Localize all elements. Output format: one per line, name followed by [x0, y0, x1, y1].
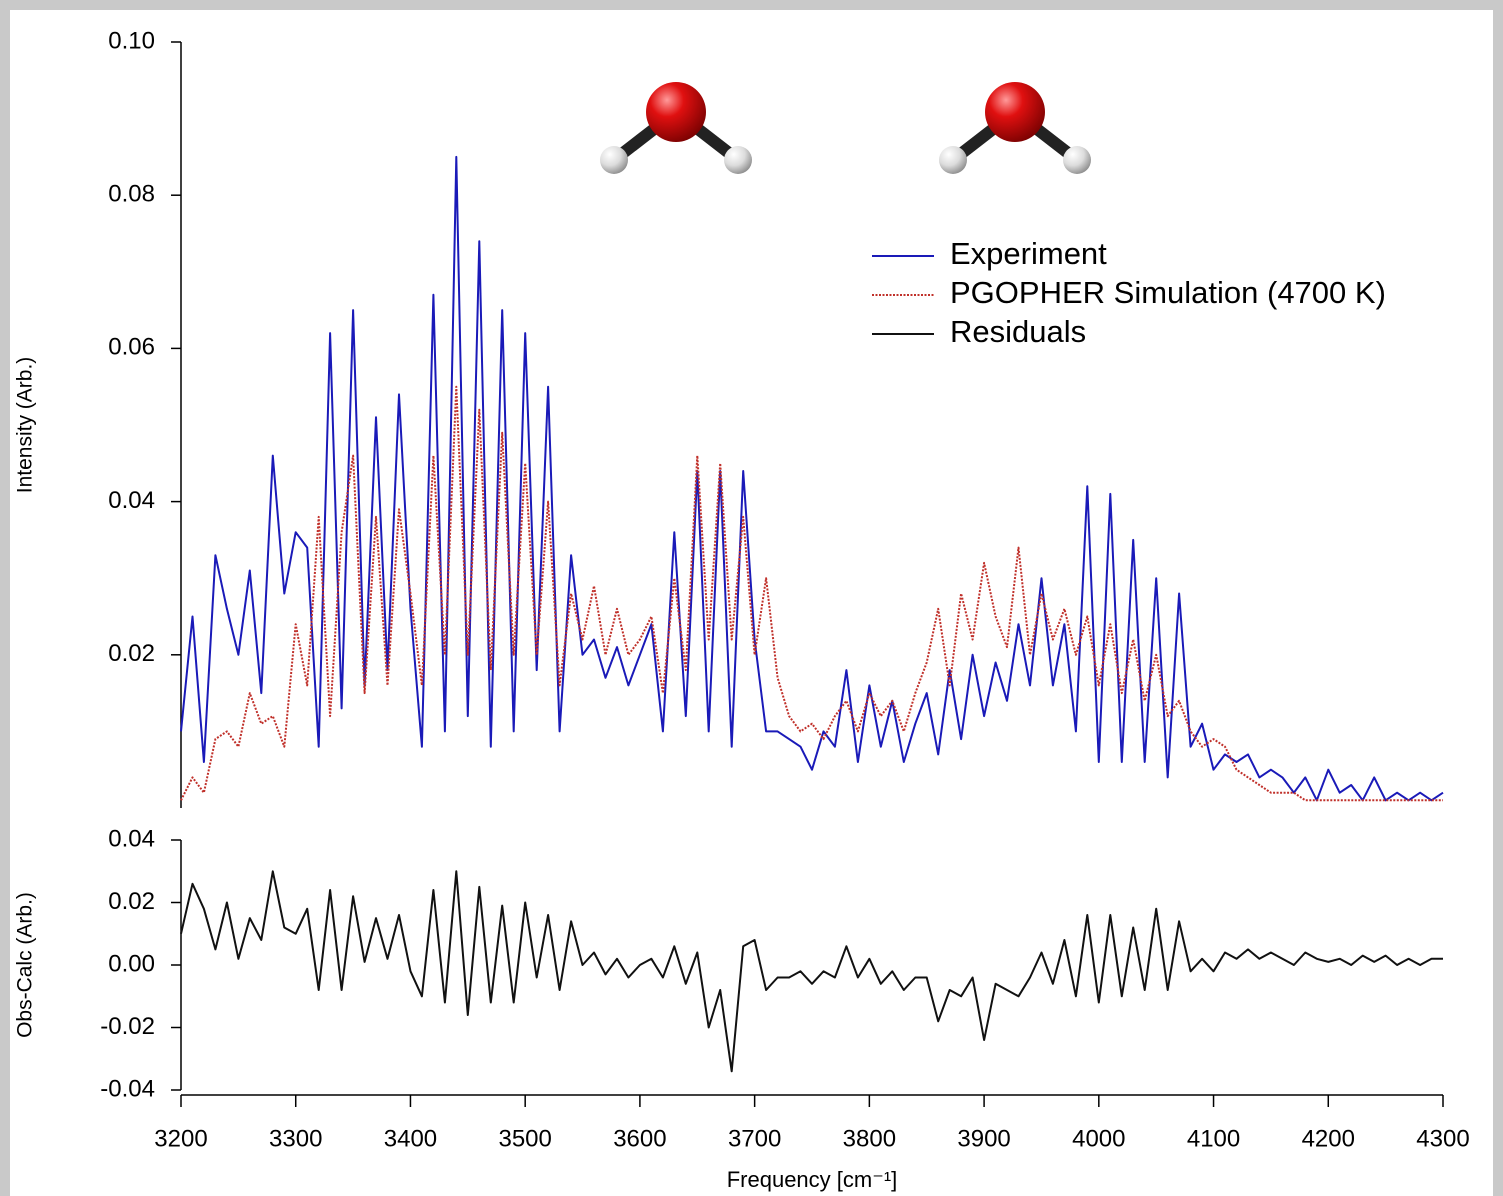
x-tick-label: 3500 [498, 1125, 551, 1152]
x-tick-label: 4100 [1187, 1125, 1240, 1152]
y-tick-label: 0.06 [108, 334, 155, 361]
series-line [180, 385, 1443, 802]
x-tick-label: 4300 [1416, 1125, 1469, 1152]
x-tick-label: 3300 [269, 1125, 322, 1152]
series-line [180, 870, 1443, 1073]
y-axis-label: Intensity (Arb.) [14, 357, 37, 494]
series-line [180, 155, 1444, 802]
x-tick-label: 3200 [154, 1125, 207, 1152]
x-axis-label: Frequency [cm⁻¹] [727, 1167, 898, 1192]
legend-label: Experiment [950, 236, 1107, 271]
x-tick-label: 3700 [728, 1125, 781, 1152]
x-tick-label: 4200 [1302, 1125, 1355, 1152]
legend-label: Residuals [950, 314, 1086, 349]
y-tick-label: 0.02 [108, 888, 155, 915]
y-tick-label: 0.04 [108, 487, 155, 514]
molecule [939, 82, 1091, 174]
y-axis-label: Obs-Calc (Arb.) [14, 892, 37, 1038]
y-tick-label: 0.04 [108, 825, 155, 852]
x-tick-label: 3400 [384, 1125, 437, 1152]
x-tick-label: 3800 [843, 1125, 896, 1152]
y-tick-label: 0.02 [108, 640, 155, 667]
legend-label: PGOPHER Simulation (4700 K) [950, 275, 1386, 310]
x-tick-label: 3600 [613, 1125, 666, 1152]
molecule [600, 82, 752, 174]
x-tick-label: 4000 [1072, 1125, 1125, 1152]
y-tick-label: -0.02 [100, 1013, 155, 1040]
y-tick-label: 0.00 [108, 950, 155, 977]
y-tick-label: 0.08 [108, 181, 155, 208]
y-tick-label: -0.04 [100, 1075, 155, 1102]
y-tick-label: 0.10 [108, 27, 155, 54]
x-tick-label: 3900 [957, 1125, 1010, 1152]
